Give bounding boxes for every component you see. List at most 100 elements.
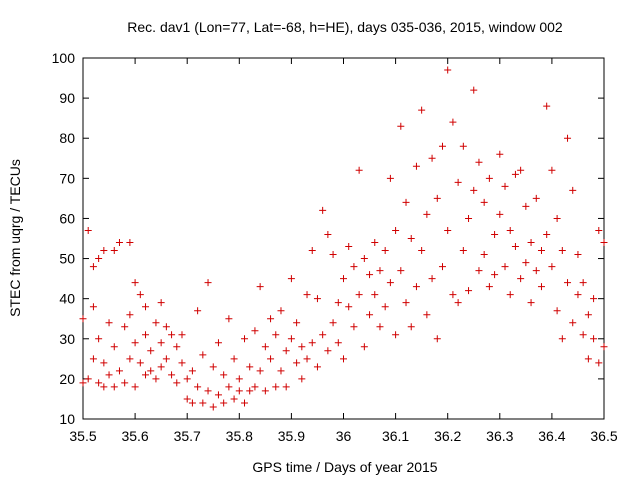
data-point xyxy=(506,291,514,299)
data-point xyxy=(131,339,139,347)
x-tick-label: 36.2 xyxy=(434,428,461,444)
x-tick-label: 35.6 xyxy=(121,428,148,444)
data-point xyxy=(246,363,254,371)
data-point xyxy=(115,239,123,247)
data-point xyxy=(110,343,118,351)
data-point xyxy=(470,86,478,94)
data-point xyxy=(584,311,592,319)
x-tick-label: 35.8 xyxy=(226,428,253,444)
data-point xyxy=(558,247,566,255)
data-point xyxy=(444,226,452,234)
data-point xyxy=(376,323,384,331)
data-point xyxy=(235,375,243,383)
data-point xyxy=(454,178,462,186)
data-point xyxy=(157,299,165,307)
data-point xyxy=(319,206,327,214)
data-point xyxy=(89,303,97,311)
data-point xyxy=(298,343,306,351)
y-tick-label: 60 xyxy=(59,210,75,226)
data-point xyxy=(105,319,113,327)
data-point xyxy=(579,331,587,339)
data-point xyxy=(412,283,420,291)
data-point xyxy=(324,347,332,355)
data-point xyxy=(537,283,545,291)
data-point xyxy=(574,251,582,259)
data-point xyxy=(470,186,478,194)
data-point xyxy=(194,383,202,391)
data-point xyxy=(564,279,572,287)
data-point xyxy=(261,387,269,395)
data-point xyxy=(506,226,514,234)
data-point xyxy=(95,379,103,387)
x-tick-label: 36.5 xyxy=(590,428,617,444)
data-point xyxy=(272,331,280,339)
data-point xyxy=(303,355,311,363)
data-point xyxy=(423,311,431,319)
data-point xyxy=(329,319,337,327)
data-point xyxy=(423,210,431,218)
data-point xyxy=(188,367,196,375)
data-point xyxy=(366,311,374,319)
data-point xyxy=(543,230,551,238)
data-point xyxy=(345,243,353,251)
data-point xyxy=(95,255,103,263)
data-point xyxy=(230,355,238,363)
data-point xyxy=(438,263,446,271)
data-point xyxy=(79,315,87,323)
data-point xyxy=(84,226,92,234)
data-point xyxy=(491,230,499,238)
data-point xyxy=(214,391,222,399)
data-point xyxy=(386,279,394,287)
data-point xyxy=(340,275,347,283)
data-point xyxy=(350,323,358,331)
x-axis-label: GPS time / Days of year 2015 xyxy=(252,459,437,475)
data-point xyxy=(204,387,212,395)
data-point xyxy=(100,247,108,255)
data-point xyxy=(537,247,545,255)
data-point xyxy=(454,299,462,307)
data-point xyxy=(241,399,249,407)
data-point xyxy=(121,379,129,387)
data-point xyxy=(282,383,290,391)
data-point xyxy=(511,243,519,251)
x-tick-label: 36 xyxy=(336,428,352,444)
data-point xyxy=(584,355,592,363)
data-point xyxy=(428,275,436,283)
data-point xyxy=(475,158,483,166)
data-point xyxy=(376,267,384,275)
data-point xyxy=(105,371,113,379)
data-point xyxy=(600,239,608,247)
data-point xyxy=(256,283,264,291)
data-point xyxy=(79,379,87,387)
data-point xyxy=(355,166,363,174)
data-point xyxy=(444,66,452,74)
x-tick-label: 36.3 xyxy=(486,428,513,444)
data-point xyxy=(360,255,368,263)
data-point xyxy=(548,166,556,174)
data-point xyxy=(136,291,144,299)
data-point xyxy=(366,271,374,279)
data-point xyxy=(183,375,191,383)
data-point xyxy=(485,174,493,182)
data-point xyxy=(162,355,170,363)
data-point xyxy=(371,239,379,247)
data-point xyxy=(564,134,572,142)
data-point xyxy=(152,319,160,327)
data-point xyxy=(142,331,150,339)
data-point xyxy=(178,359,186,367)
data-point xyxy=(392,331,400,339)
data-point xyxy=(412,162,420,170)
data-point xyxy=(95,335,103,343)
data-point xyxy=(574,291,582,299)
data-point xyxy=(214,339,222,347)
data-point xyxy=(334,299,342,307)
data-point xyxy=(329,251,337,259)
y-tick-label: 50 xyxy=(59,251,75,267)
data-point xyxy=(199,351,207,359)
data-point xyxy=(183,395,191,403)
data-point xyxy=(308,247,316,255)
data-point xyxy=(569,319,577,327)
data-point xyxy=(579,279,587,287)
data-point xyxy=(392,226,400,234)
x-tick-label: 35.5 xyxy=(69,428,96,444)
